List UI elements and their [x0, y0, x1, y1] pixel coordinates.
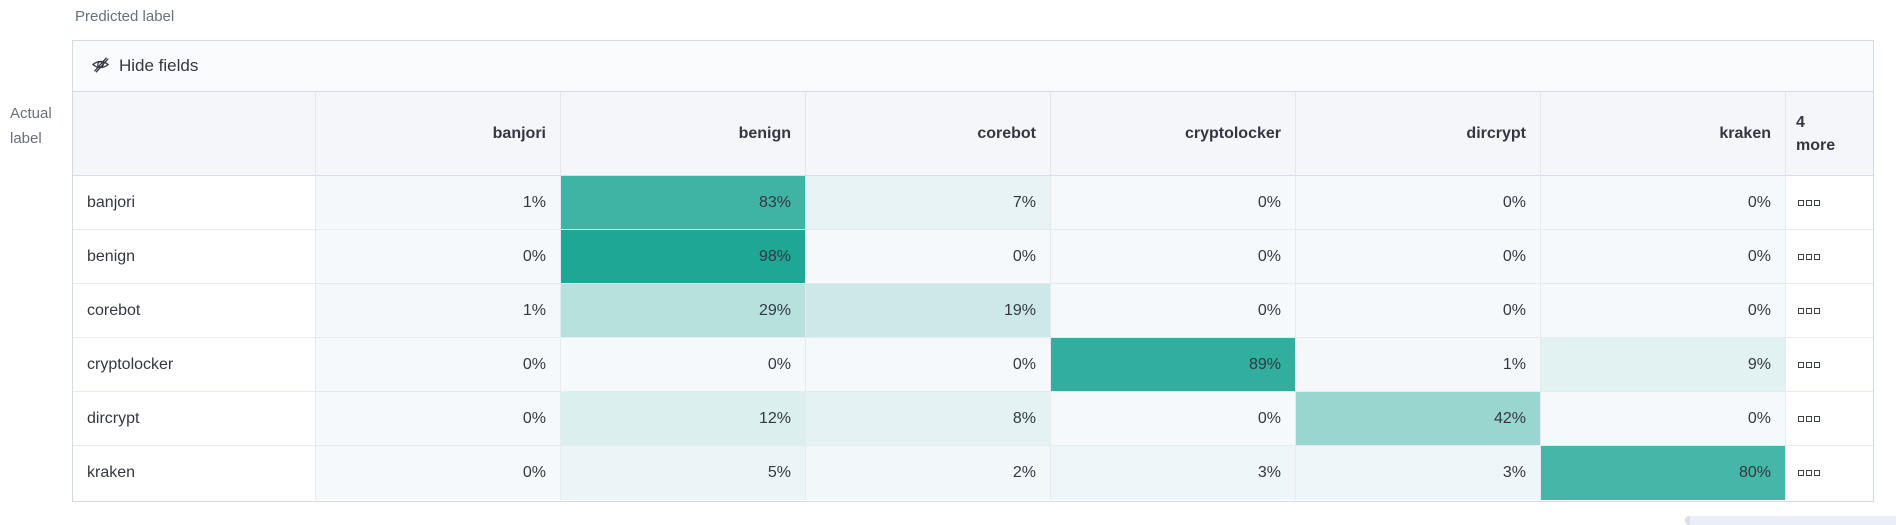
boxes-horizontal-icon [1798, 415, 1820, 422]
more-columns-cell[interactable] [1786, 392, 1873, 446]
matrix-cell[interactable]: 80% [1541, 446, 1786, 500]
matrix-table: banjori benign corebot cryptolocker dirc… [73, 92, 1873, 500]
matrix-cell[interactable]: 0% [316, 230, 561, 284]
matrix-cell[interactable]: 0% [561, 338, 806, 392]
eye-closed-icon [91, 55, 110, 77]
matrix-cell[interactable]: 0% [1541, 284, 1786, 338]
column-header-kraken[interactable]: kraken [1541, 92, 1786, 176]
row-label-benign[interactable]: benign [73, 230, 316, 284]
more-word: more [1796, 136, 1836, 154]
grid-toolbar: Hide fields [73, 41, 1873, 92]
actual-label-line2: label [10, 130, 42, 147]
column-header-more[interactable]: 4 more [1786, 92, 1873, 176]
matrix-cell[interactable]: 0% [316, 392, 561, 446]
matrix-cell[interactable]: 0% [316, 446, 561, 500]
matrix-cell[interactable]: 89% [1051, 338, 1296, 392]
matrix-cell[interactable]: 0% [1296, 284, 1541, 338]
matrix-cell[interactable]: 0% [1051, 284, 1296, 338]
row-label-banjori[interactable]: banjori [73, 176, 316, 230]
row-label-cryptolocker[interactable]: cryptolocker [73, 338, 316, 392]
matrix-cell[interactable]: 0% [1051, 176, 1296, 230]
boxes-horizontal-icon [1798, 199, 1820, 206]
matrix-cell[interactable]: 98% [561, 230, 806, 284]
row-label-kraken[interactable]: kraken [73, 446, 316, 500]
more-columns-cell[interactable] [1786, 230, 1873, 284]
column-header-benign[interactable]: benign [561, 92, 806, 176]
boxes-horizontal-icon [1798, 361, 1820, 368]
boxes-horizontal-icon [1798, 253, 1820, 260]
matrix-cell[interactable]: 1% [316, 176, 561, 230]
matrix-cell[interactable]: 3% [1296, 446, 1541, 500]
column-header-banjori[interactable]: banjori [316, 92, 561, 176]
more-columns-cell[interactable] [1786, 446, 1873, 500]
matrix-cell[interactable]: 19% [806, 284, 1051, 338]
boxes-horizontal-icon [1798, 307, 1820, 314]
row-label-dircrypt[interactable]: dircrypt [73, 392, 316, 446]
column-header-corebot[interactable]: corebot [806, 92, 1051, 176]
more-columns-cell[interactable] [1786, 284, 1873, 338]
matrix-cell[interactable]: 5% [561, 446, 806, 500]
row-label-corebot[interactable]: corebot [73, 284, 316, 338]
matrix-cell[interactable]: 83% [561, 176, 806, 230]
matrix-cell[interactable]: 0% [1541, 392, 1786, 446]
matrix-cell[interactable]: 9% [1541, 338, 1786, 392]
matrix-cell[interactable]: 1% [1296, 338, 1541, 392]
matrix-cell[interactable]: 2% [806, 446, 1051, 500]
matrix-cell[interactable]: 0% [1296, 230, 1541, 284]
matrix-cell[interactable]: 7% [806, 176, 1051, 230]
more-count: 4 [1796, 113, 1805, 131]
matrix-cell[interactable]: 0% [1296, 176, 1541, 230]
predicted-label-caption: Predicted label [75, 8, 175, 25]
hide-fields-label: Hide fields [119, 56, 199, 75]
matrix-cell[interactable]: 0% [1541, 230, 1786, 284]
matrix-cell[interactable]: 42% [1296, 392, 1541, 446]
matrix-cell[interactable]: 29% [561, 284, 806, 338]
matrix-cell[interactable]: 1% [316, 284, 561, 338]
more-columns-cell[interactable] [1786, 176, 1873, 230]
horizontal-scrollbar-thumb[interactable] [1685, 516, 1896, 525]
matrix-cell[interactable]: 0% [806, 230, 1051, 284]
column-header-dircrypt[interactable]: dircrypt [1296, 92, 1541, 176]
boxes-horizontal-icon [1798, 470, 1820, 476]
matrix-cell[interactable]: 3% [1051, 446, 1296, 500]
actual-label-line1: Actual [10, 105, 52, 122]
matrix-cell[interactable]: 12% [561, 392, 806, 446]
matrix-cell[interactable]: 0% [806, 338, 1051, 392]
matrix-cell[interactable]: 8% [806, 392, 1051, 446]
header-row-label-column [73, 92, 316, 176]
confusion-matrix-grid: Hide fields banjori benign corebot crypt… [72, 40, 1874, 502]
matrix-cell[interactable]: 0% [316, 338, 561, 392]
more-columns-cell[interactable] [1786, 338, 1873, 392]
matrix-cell[interactable]: 0% [1541, 176, 1786, 230]
matrix-cell[interactable]: 0% [1051, 230, 1296, 284]
column-header-cryptolocker[interactable]: cryptolocker [1051, 92, 1296, 176]
matrix-cell[interactable]: 0% [1051, 392, 1296, 446]
hide-fields-button[interactable]: Hide fields [91, 55, 198, 77]
actual-label-caption: Actual label [10, 101, 52, 151]
